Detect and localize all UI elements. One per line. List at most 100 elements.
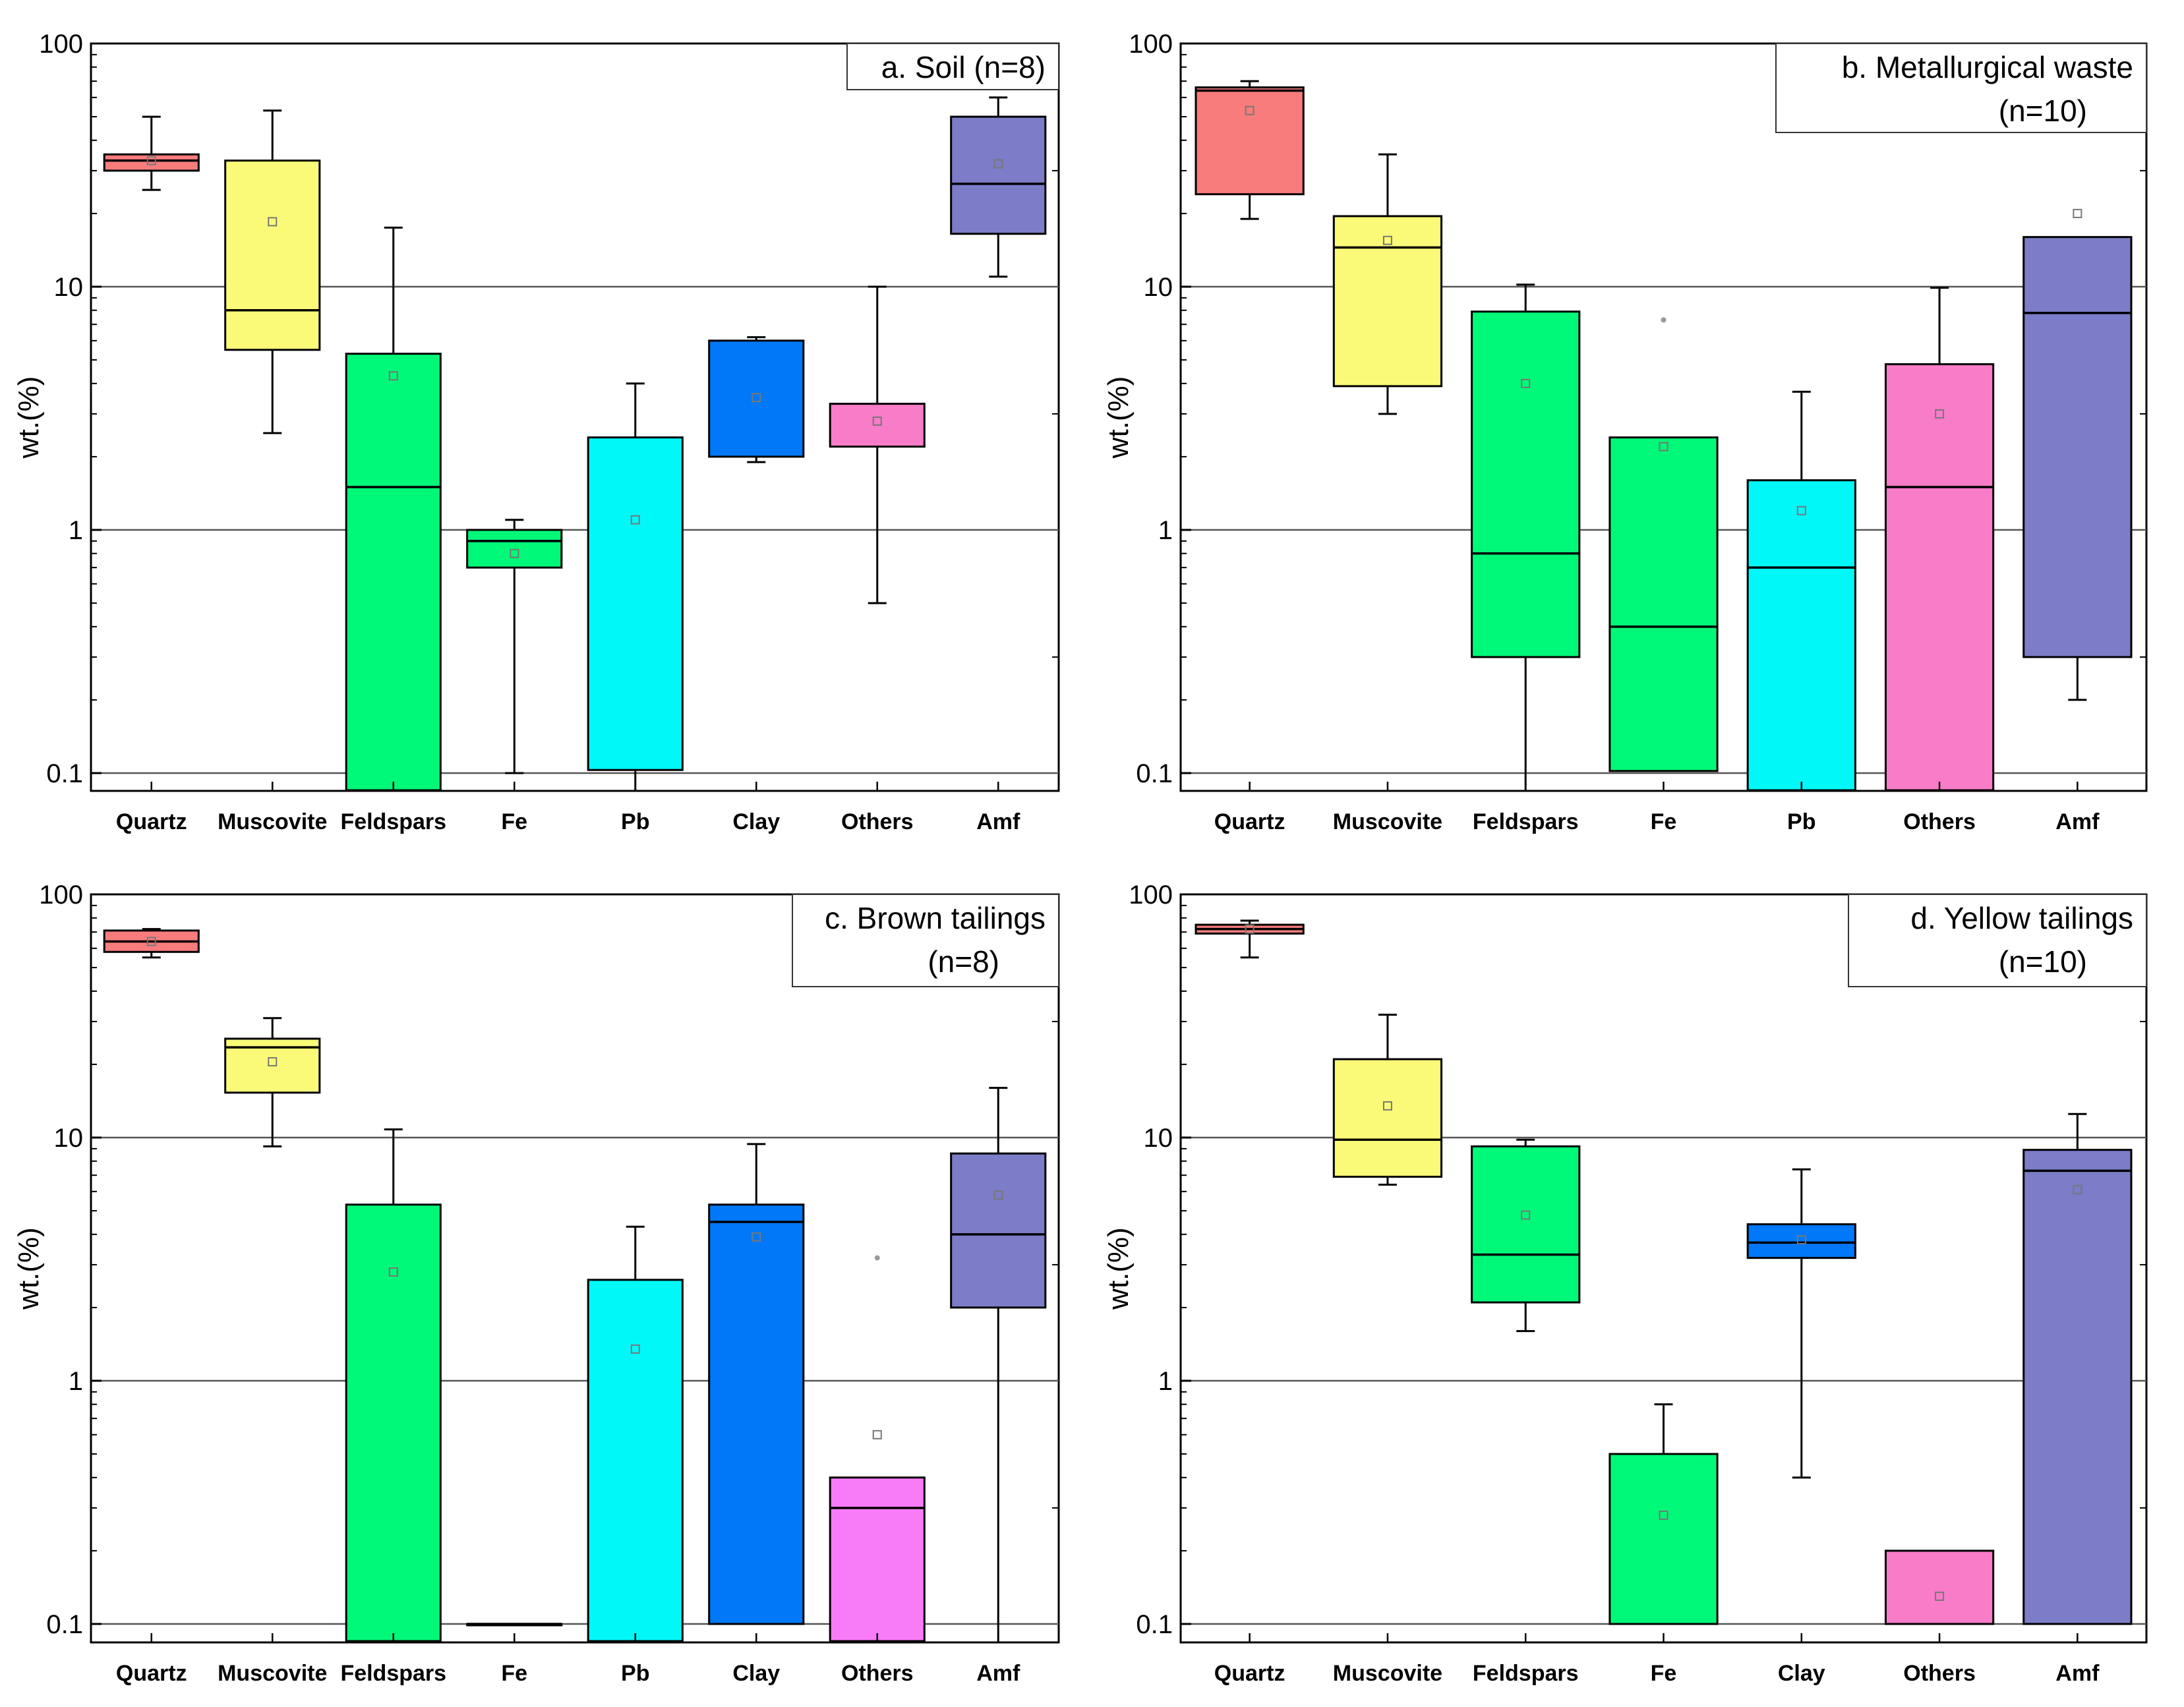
x-category-label: Feldspars	[1473, 809, 1579, 834]
mean-marker	[630, 1344, 640, 1354]
box-quartz	[1195, 80, 1305, 220]
y-tick-label: 100	[1129, 881, 1173, 910]
box-others	[829, 285, 926, 604]
mean-marker	[752, 393, 761, 403]
x-category-label: Quartz	[1214, 1661, 1285, 1686]
chart-title-line: (n=10)	[1999, 94, 2087, 128]
x-category-label: Fe	[1651, 809, 1677, 834]
box-fe	[1608, 317, 1719, 772]
x-category-label: Quartz	[116, 809, 187, 834]
box-others	[829, 1255, 926, 1642]
box-clay	[708, 336, 805, 463]
mean-marker	[1659, 1510, 1668, 1520]
box-others	[1884, 1549, 1995, 1625]
box-amf	[2022, 1113, 2133, 1625]
y-tick-label: 100	[39, 30, 83, 59]
chart-title-line: a. Soil (n=8)	[881, 50, 1046, 84]
box-body	[1608, 436, 1719, 772]
box-clay	[708, 1143, 805, 1625]
mean-marker	[388, 1267, 398, 1277]
box-body	[950, 1152, 1047, 1309]
mean-marker	[1796, 506, 1806, 515]
mean-marker	[1521, 378, 1531, 388]
box-feldspars	[1471, 283, 1581, 791]
mean-marker	[872, 416, 882, 426]
mean-marker	[268, 217, 278, 227]
y-tick-label: 0.1	[46, 1610, 83, 1639]
box-body	[2022, 1149, 2133, 1625]
box-pb	[1746, 390, 1856, 792]
mean-marker	[388, 371, 398, 381]
mean-marker	[1935, 409, 1945, 419]
box-body	[1471, 1145, 1581, 1304]
x-category-label: Fe	[501, 1661, 527, 1686]
plot-frame	[90, 893, 1060, 1644]
chart-title-line: d. Yellow tailings	[1910, 901, 2133, 935]
y-tick-label: 10	[54, 1124, 84, 1153]
x-category-label: Amf	[2055, 809, 2100, 834]
mean-marker	[1382, 1101, 1392, 1111]
box-feldspars	[1471, 1138, 1581, 1333]
legend-box	[1848, 894, 2147, 987]
chart-panel-2: 100 10 1 0.1 wt.(%) Quartz Muscovite Feldspars F…	[1102, 30, 2148, 834]
y-tick-label: 100	[1129, 30, 1173, 59]
box-body	[587, 436, 684, 771]
y-axis-title: wt.(%)	[13, 1227, 45, 1310]
x-category-label: Quartz	[1214, 809, 1285, 834]
box-body	[1332, 1058, 1443, 1178]
mean-marker	[1935, 1591, 1945, 1601]
x-category-label: Pb	[621, 1661, 649, 1686]
legend-box	[846, 43, 1059, 90]
box-muscovite	[224, 1017, 321, 1147]
outlier-point	[1661, 317, 1667, 323]
x-category-label: Fe	[501, 809, 527, 834]
mean-marker	[1245, 924, 1254, 934]
mean-marker	[872, 1430, 882, 1439]
mean-marker	[1521, 1210, 1531, 1220]
mean-marker	[630, 515, 640, 525]
x-category-label: Feldspars	[340, 1661, 446, 1686]
box-fe	[1608, 1403, 1719, 1625]
box-body	[950, 115, 1047, 235]
y-axis-title: wt.(%)	[1102, 1227, 1135, 1310]
x-category-label: Others	[1903, 1661, 1976, 1686]
x-category-label: Feldspars	[340, 809, 446, 834]
box-body	[708, 339, 805, 458]
x-category-label: Pb	[621, 809, 649, 834]
mean-marker	[146, 937, 156, 946]
mean-marker	[2073, 208, 2082, 218]
mean-marker	[510, 548, 519, 558]
box-amf	[950, 1087, 1047, 1642]
box-quartz	[103, 115, 200, 191]
chart-title-line: (n=10)	[1999, 944, 2087, 979]
x-category-label: Clay	[732, 1661, 780, 1686]
mean-marker	[146, 156, 156, 165]
y-tick-label: 100	[39, 881, 83, 910]
box-body	[1608, 1453, 1719, 1625]
outlier-point	[874, 1255, 880, 1261]
box-body	[1332, 215, 1443, 388]
box-feldspars	[345, 1128, 442, 1642]
x-category-label: Pb	[1787, 809, 1815, 834]
y-tick-label: 0.1	[1136, 759, 1173, 788]
x-category-label: Muscovite	[218, 1661, 327, 1686]
y-tick-label: 0.1	[46, 759, 83, 788]
box-body	[2022, 236, 2133, 658]
x-category-label: Amf	[976, 809, 1020, 834]
box-body	[345, 1203, 442, 1642]
y-tick-label: 1	[1158, 1367, 1173, 1396]
y-axis-title: wt.(%)	[1102, 376, 1135, 459]
x-category-label: Fe	[1651, 1661, 1677, 1686]
box-feldspars	[345, 226, 442, 792]
box-muscovite	[1332, 153, 1443, 415]
box-body	[587, 1279, 684, 1642]
box-body	[345, 353, 442, 792]
box-body	[1471, 310, 1581, 658]
y-tick-label: 10	[1144, 1124, 1173, 1153]
box-body	[1746, 1223, 1856, 1259]
box-body	[1746, 479, 1856, 792]
y-tick-label: 1	[1158, 516, 1173, 545]
box-fe	[466, 1623, 563, 1627]
box-muscovite	[224, 109, 321, 434]
